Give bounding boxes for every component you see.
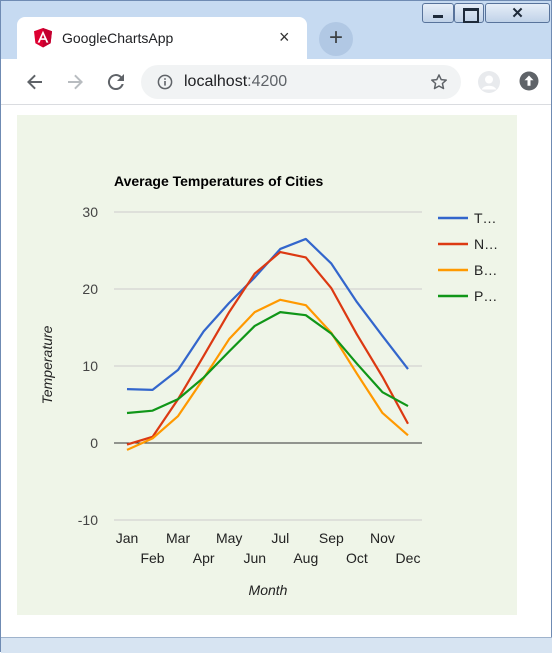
browser-tab[interactable]: GoogleChartsApp × [17,17,307,59]
window-bottom-border [1,637,552,653]
x-tick-label: Nov [370,530,395,546]
x-tick-label: Dec [396,550,421,566]
update-arrow-icon[interactable] [519,71,539,91]
close-window-button[interactable]: ✕ [485,3,550,23]
x-axis-label: Month [249,582,288,598]
y-tick-label: 30 [82,204,98,220]
y-tick-label: -10 [78,512,98,528]
series-line-4[interactable] [126,311,409,415]
minimize-button[interactable] [422,3,454,23]
chart-container: Average Temperatures of Cities 30 20 10 0 -1… [17,115,517,615]
legend-label[interactable]: N… [474,236,498,252]
window-controls: ✕ [419,1,552,25]
bookmark-star-icon[interactable] [429,72,449,92]
y-axis-label: Temperature [39,325,55,404]
x-tick-label: Mar [166,530,190,546]
page-viewport: Average Temperatures of Cities 30 20 10 0 -1… [1,106,551,636]
url-text: localhost:4200 [184,73,288,90]
reload-icon[interactable] [104,70,128,94]
legend-label[interactable]: T… [474,210,497,226]
legend-label[interactable]: P… [474,288,497,304]
arrow-left-icon[interactable] [23,70,47,94]
y-tick-label: 20 [82,281,98,297]
arrow-right-icon[interactable] [63,70,87,94]
x-tick-label: Jan [116,530,139,546]
address-bar[interactable]: localhost:4200 [141,65,461,99]
series-line-3[interactable] [126,298,409,451]
browser-toolbar: localhost:4200 [1,59,551,105]
x-tick-label: May [216,530,242,546]
x-tick-label: Oct [346,550,368,566]
profile-avatar-icon[interactable] [477,70,501,94]
maximize-button[interactable] [454,3,484,23]
legend-label[interactable]: B… [474,262,497,278]
x-tick-label: Jul [271,530,289,546]
chart-title: Average Temperatures of Cities [114,173,324,189]
x-tick-label: Aug [293,550,318,566]
tab-close-button[interactable]: × [279,27,290,47]
x-tick-label: Jun [243,550,266,566]
new-tab-button[interactable]: + [319,22,353,56]
y-tick-label: 10 [82,358,98,374]
x-tick-label: Apr [193,550,215,566]
info-icon[interactable] [157,74,173,90]
y-tick-label: 0 [90,435,98,451]
series-line-2[interactable] [126,250,409,446]
tab-title: GoogleChartsApp [62,30,174,46]
x-tick-label: Feb [140,550,164,566]
line-chart: Average Temperatures of Cities 30 20 10 0 -1… [39,173,498,598]
angular-icon [34,28,52,48]
x-tick-label: Sep [319,530,344,546]
